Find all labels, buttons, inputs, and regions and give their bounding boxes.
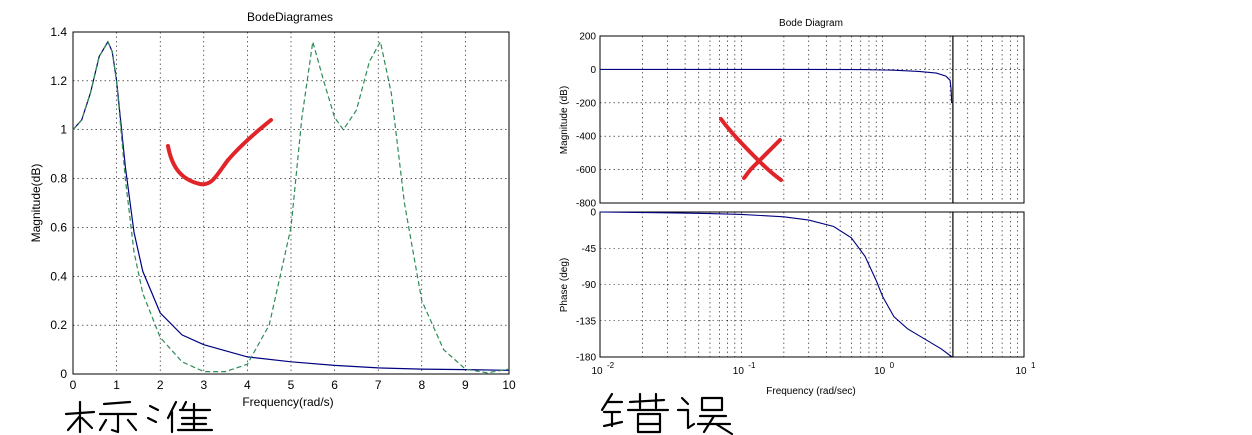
left-x-tick-label: 10 xyxy=(502,378,516,392)
right-phase-line xyxy=(599,211,953,358)
left-y-tick-labels: 0 0.2 0.4 0.6 0.8 1 1.2 1.4 xyxy=(50,25,67,381)
right-y-tick-label: -400 xyxy=(576,132,596,143)
right-magnitude-y-axis-label: Magnitude (dB) xyxy=(559,86,570,154)
right-y-tick-label: -800 xyxy=(576,199,596,210)
right-series-lines xyxy=(599,36,954,358)
red-checkmark-annotation xyxy=(166,118,273,187)
right-phase-y-axis-label: Phase (deg) xyxy=(559,258,570,312)
handwritten-right-caption xyxy=(600,392,734,435)
right-chart-title: Bode Diagram xyxy=(779,18,843,29)
left-y-tick-label: 0.8 xyxy=(50,172,67,186)
left-series-line-2 xyxy=(72,40,510,374)
right-phase-y-tick-labels: 0 -45 -90 -135 -180 xyxy=(576,208,596,364)
left-gridlines xyxy=(73,32,509,374)
left-x-tick-labels: 0 1 2 3 4 5 6 7 8 9 10 xyxy=(70,378,516,392)
left-x-tick-label: 1 xyxy=(113,378,120,392)
right-y-tick-label: -45 xyxy=(582,244,597,255)
left-y-tick-label: 0.6 xyxy=(50,220,67,234)
right-x-tick-exponent: 1 xyxy=(1031,361,1036,370)
right-y-tick-label: -600 xyxy=(576,165,596,176)
right-y-tick-label: -90 xyxy=(582,280,597,291)
left-x-tick-label: 7 xyxy=(375,378,382,392)
right-magnitude-line xyxy=(600,68,953,103)
left-y-tick-label: 0.4 xyxy=(50,269,67,283)
left-x-tick-label: 6 xyxy=(331,378,338,392)
right-x-tick-exponent: -2 xyxy=(607,361,615,370)
left-y-axis-label: Magnitude(dB) xyxy=(29,164,43,243)
left-series-lines xyxy=(72,40,510,374)
left-x-tick-label: 8 xyxy=(418,378,425,392)
right-x-tick-label: 10 xyxy=(733,366,745,377)
right-x-tick-exponent: -1 xyxy=(748,361,756,370)
left-x-tick-label: 9 xyxy=(462,378,469,392)
left-chart-title: BodeDiagrames xyxy=(247,10,333,24)
handwritten-left-caption xyxy=(64,400,214,434)
left-y-tick-label: 1.2 xyxy=(50,74,67,88)
right-x-axis-label: Frequency (rad/sec) xyxy=(766,386,855,397)
right-y-tick-label: -135 xyxy=(576,316,596,327)
left-y-tick-label: 0.2 xyxy=(50,318,67,332)
left-y-tick-label: 1.4 xyxy=(50,25,67,39)
left-x-tick-label: 4 xyxy=(244,378,251,392)
left-x-tick-label: 3 xyxy=(200,378,207,392)
left-y-tick-label: 1 xyxy=(60,123,67,137)
right-y-tick-label: 0 xyxy=(590,208,596,219)
red-cross-annotation xyxy=(719,117,783,182)
right-x-tick-exponent: 0 xyxy=(890,361,895,370)
right-x-tick-label: 10 xyxy=(874,366,886,377)
right-y-tick-label: -200 xyxy=(576,98,596,109)
right-x-tick-label: 10 xyxy=(591,366,603,377)
right-magnitude-y-tick-labels: 200 0 -200 -400 -600 -800 xyxy=(576,32,596,210)
left-bode-chart: BodeDiagrames 0 1 2 3 4 5 6 7 8 9 10 0 0.2 0.4 0.6 0.8… xyxy=(29,10,516,409)
left-x-tick-label: 5 xyxy=(288,378,295,392)
right-y-tick-label: -180 xyxy=(576,353,596,364)
left-y-tick-label: 0 xyxy=(60,367,67,381)
left-x-tick-label: 2 xyxy=(157,378,164,392)
right-x-tick-label: 10 xyxy=(1015,366,1027,377)
right-y-tick-label: 0 xyxy=(590,65,596,76)
left-x-axis-label: Frequency(rad/s) xyxy=(242,395,333,409)
right-y-tick-label: 200 xyxy=(579,32,596,43)
right-magnitude-frame xyxy=(599,35,1025,204)
right-bode-chart: Bode Diagram 200 0 -200 -400 -600 -800 0 -45 -9… xyxy=(559,18,1036,397)
left-x-tick-label: 0 xyxy=(70,378,77,392)
